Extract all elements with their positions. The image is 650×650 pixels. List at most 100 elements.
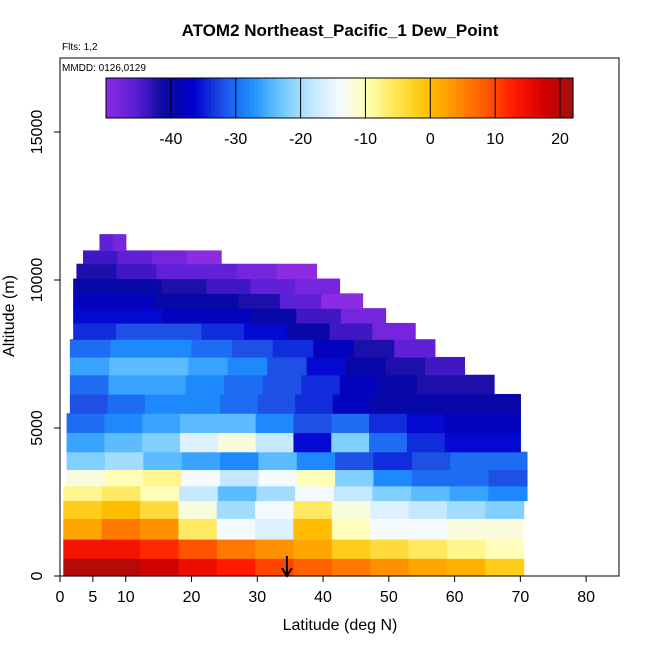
colorbar-swatch [292,78,298,118]
heatmap-cell [444,413,484,434]
heatmap-cell [197,293,240,309]
colorbar-swatch [156,78,162,118]
colorbar-swatch [106,78,111,118]
heatmap-cell [408,500,448,519]
heatmap-cell [329,322,373,340]
heatmap-cell [408,558,448,577]
heatmap-cell [373,469,413,487]
heatmap-cell [293,500,333,519]
colorbar-swatch [526,78,531,118]
heatmap-cell [255,518,295,540]
colorbar-swatch [222,78,228,118]
heatmap-cell [216,518,256,540]
x-tick-label: 30 [248,589,266,606]
heatmap-cell [63,518,103,540]
colorbar-swatch [464,78,469,118]
heatmap-cell [112,234,127,251]
heatmap-cell [104,469,144,487]
heatmap-cell [142,413,181,434]
colorbar-swatch [440,78,446,118]
heatmap-cell [227,356,268,376]
colorbar-swatch [125,78,130,118]
colorbar-swatch [183,78,189,118]
heatmap-cell [107,393,146,414]
colorbar-swatch [417,78,422,118]
heatmap-cell [482,393,521,414]
y-tick-label: 0 [29,571,46,580]
heatmap-cell [161,278,207,294]
colorbar-swatch [335,78,341,118]
heatmap-cell [339,374,379,395]
heatmap-cell [178,518,218,540]
colorbar-swatch [553,78,559,118]
heatmap-cell [296,451,336,471]
colorbar-swatch [253,78,259,118]
heatmap-cell [378,374,418,395]
colorbar-swatch [378,78,383,118]
heatmap-cell [181,451,221,471]
heatmap-cell [224,374,264,395]
heatmap-cell [488,485,528,502]
heatmap-cell [148,356,189,376]
heatmap-cell [115,322,160,340]
heatmap-cell [152,250,188,265]
x-tick-label: 5 [88,589,97,606]
colorbar-swatch [323,78,329,118]
heatmap-cell [296,469,336,487]
colorbar-swatch [448,78,453,118]
heatmap-cell [485,518,525,540]
heatmap-cell [482,413,521,434]
colorbar-swatch [502,78,508,118]
colorbar-swatch [483,78,488,118]
heatmap-cell [370,558,410,577]
heatmap-cell [449,485,489,502]
heatmap-cell [407,393,446,414]
colorbar-swatch [300,78,306,118]
heatmap-cell [220,451,259,471]
heatmap-cell [295,393,334,414]
heatmap-cell [276,263,318,280]
heatmap-cell [250,278,296,294]
colorbar-swatch [514,78,520,118]
heatmap-cell [385,356,426,376]
colorbar-swatch [288,78,294,118]
y-tick-label: 5000 [29,410,46,446]
plot-frame [59,57,620,577]
heatmap-cell [178,558,218,577]
heatmap-cell [279,293,322,309]
colorbar-swatch [312,78,317,118]
dates-annotation: MMDD: 0126,0129 [62,63,146,74]
colorbar-swatch [230,78,236,118]
heatmap-cell [293,539,333,559]
heatmap-cell [156,263,198,280]
colorbar-swatch [390,78,395,118]
heatmap-cell [180,413,219,434]
heatmap-cell [255,432,295,453]
heatmap-cell [116,263,158,280]
heatmap-cell [446,558,486,577]
colorbar-swatch [452,78,457,118]
heatmap-cell [179,485,219,502]
colorbar-swatch [537,78,543,118]
heatmap-cell [446,500,486,519]
heatmap-cell [101,518,141,540]
colorbar-swatch [351,78,356,118]
heatmap-cell [313,339,355,358]
colorbar-swatch [172,78,177,118]
colorbar-tick-label: 10 [486,131,504,148]
flights-annotation: Flts: 1,2 [62,42,98,53]
colorbar-swatch [203,78,208,118]
heatmap-cell [370,518,410,540]
heatmap-cell [353,339,395,358]
heatmap-cell [104,451,144,471]
heatmap-cell [144,393,184,414]
colorbar-swatch [109,78,115,118]
heatmap-cell [188,356,229,376]
colorbar-swatch [179,78,185,118]
heatmap-cell [296,308,342,324]
colorbar-swatch [541,78,547,118]
colorbar-swatch [218,78,224,118]
colorbar-tick-label: -30 [224,131,247,148]
colorbar-swatch [211,78,216,118]
heatmap-cell [220,469,259,487]
